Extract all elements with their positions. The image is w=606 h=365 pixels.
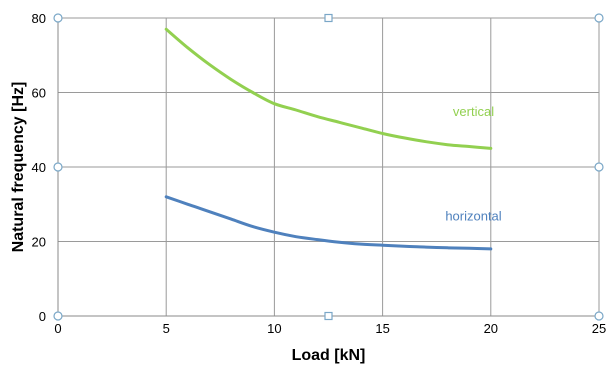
y-axis-title: Natural frequency [Hz] bbox=[10, 82, 27, 253]
x-tick-label: 10 bbox=[267, 321, 281, 336]
tick-labels: 0 5 10 15 20 25 0 20 40 60 80 bbox=[32, 11, 606, 336]
resize-handle-side[interactable] bbox=[594, 162, 604, 172]
series-label-horizontal: horizontal bbox=[445, 208, 501, 223]
x-axis-title: Load [kN] bbox=[292, 347, 366, 364]
series-labels: vertical horizontal bbox=[445, 104, 501, 223]
gridlines bbox=[58, 17, 600, 316]
resize-handle-corner[interactable] bbox=[594, 13, 604, 23]
x-tick-label: 0 bbox=[54, 321, 61, 336]
resize-handle-corner[interactable] bbox=[53, 311, 63, 321]
y-tick-label: 60 bbox=[32, 86, 46, 101]
x-tick-label: 20 bbox=[484, 321, 498, 336]
selection-handles[interactable] bbox=[53, 13, 604, 321]
resize-handle-edge[interactable] bbox=[324, 311, 333, 321]
y-tick-label: 0 bbox=[39, 309, 46, 324]
resize-handle-edge[interactable] bbox=[324, 13, 333, 23]
x-tick-label: 5 bbox=[163, 321, 170, 336]
resize-handle-corner[interactable] bbox=[594, 311, 604, 321]
series-line-horizontal bbox=[164, 195, 493, 251]
x-tick-label: 15 bbox=[375, 321, 389, 336]
series-lines bbox=[164, 27, 493, 251]
x-tick-label: 25 bbox=[592, 321, 606, 336]
resize-handle-corner[interactable] bbox=[53, 13, 63, 23]
y-tick-label: 20 bbox=[32, 235, 46, 250]
resize-handle-side[interactable] bbox=[53, 162, 63, 172]
y-tick-label: 80 bbox=[32, 11, 46, 26]
y-tick-label: 40 bbox=[32, 160, 46, 175]
series-label-vertical: vertical bbox=[453, 104, 494, 119]
series-line-vertical bbox=[164, 27, 493, 150]
